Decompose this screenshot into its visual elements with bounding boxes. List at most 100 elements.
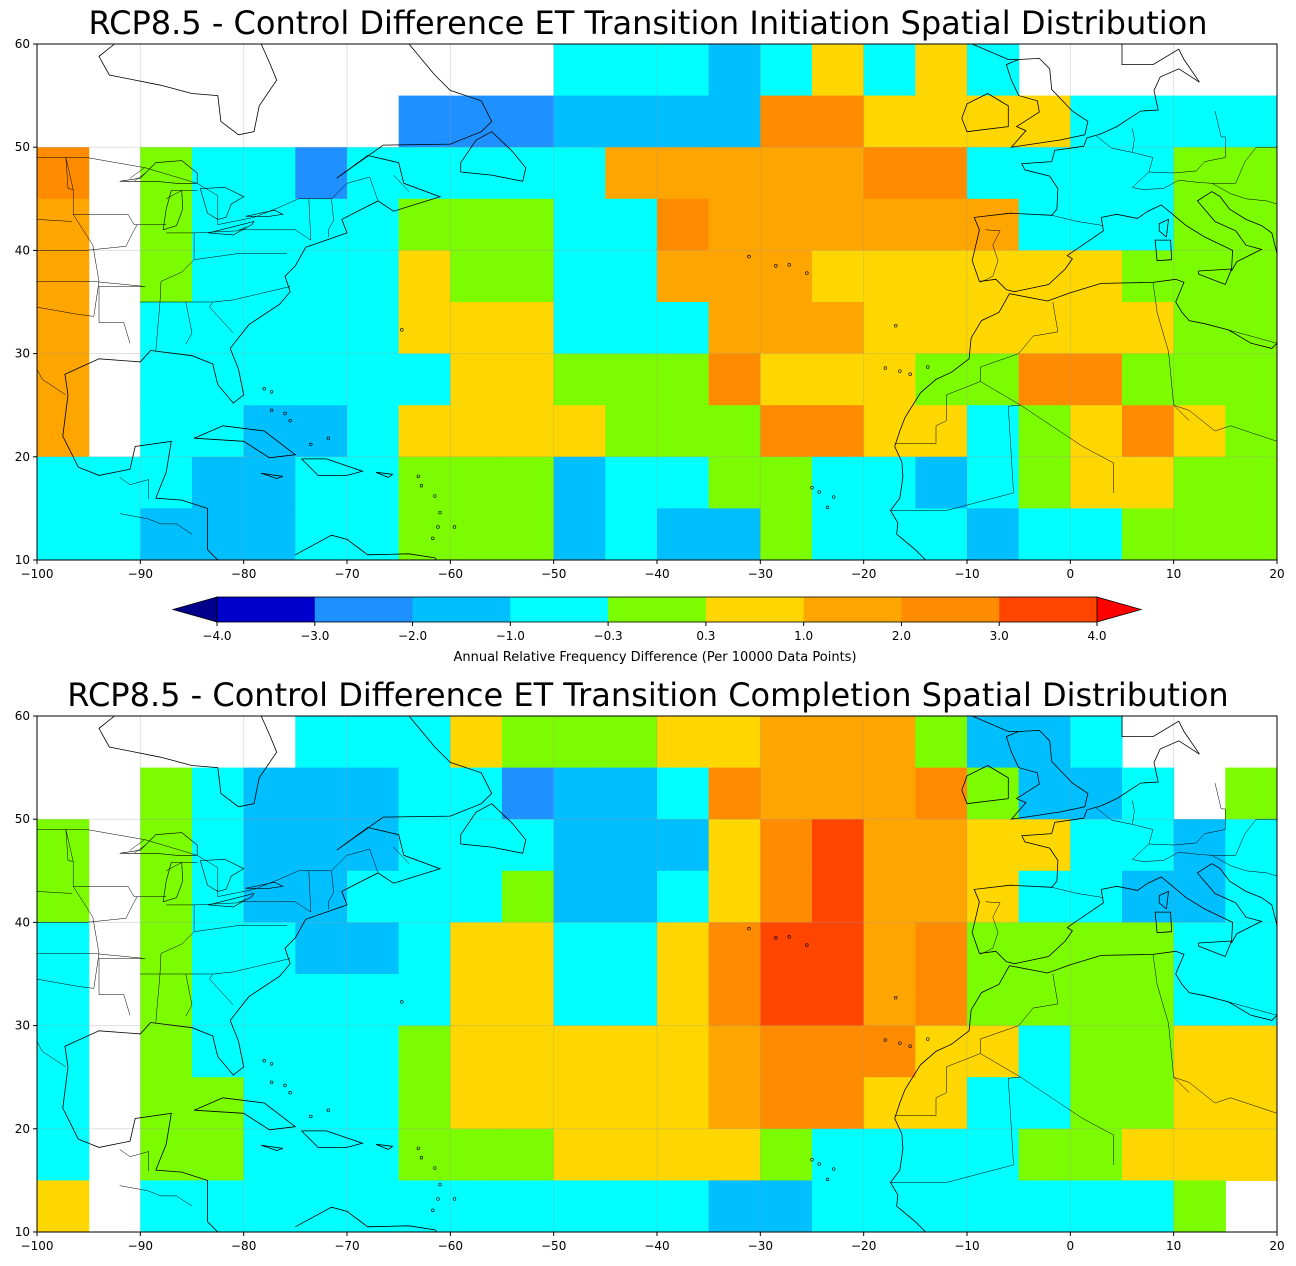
grid-cell (915, 1077, 968, 1130)
island (288, 1090, 292, 1095)
grid-cell (1173, 95, 1226, 148)
grid-cell (502, 767, 555, 820)
border-line (133, 844, 146, 854)
border-line (238, 198, 312, 241)
island (452, 525, 457, 529)
grid-cell (140, 250, 193, 303)
grid-cell (502, 508, 555, 560)
island (436, 525, 440, 529)
grid-cell (1070, 1077, 1123, 1130)
grid-cell (1122, 353, 1175, 406)
grid-cell (605, 767, 658, 820)
grid-cell (347, 716, 400, 769)
grid-cell (89, 612, 141, 664)
grid-cell (192, 405, 245, 458)
grid-cell (1173, 819, 1226, 872)
grid-cell (708, 250, 761, 303)
grid-cell (605, 716, 658, 769)
grid-cell (295, 1180, 348, 1232)
grid-cell (398, 716, 451, 769)
grid-cell (760, 767, 813, 820)
grid-cell (450, 1025, 503, 1078)
grid-cell (1122, 819, 1175, 872)
border-line (1173, 404, 1277, 442)
grid-cell (192, 353, 245, 406)
grid-cell (708, 870, 761, 923)
border-line (98, 958, 144, 1016)
border-line (73, 886, 167, 897)
grid-cell (812, 922, 865, 975)
grid-cell (295, 819, 348, 872)
y-tick-label: 20 (15, 450, 30, 464)
grid-cell (1174, 663, 1226, 715)
grid-cell (812, 767, 865, 820)
grid-cell (1173, 508, 1226, 560)
grid-cell (553, 870, 606, 923)
lake-outline (208, 893, 255, 908)
grid-cell (192, 1077, 245, 1130)
grid-cell (708, 95, 761, 148)
grid-cell (295, 250, 348, 303)
island (433, 494, 437, 498)
grid-cell (295, 508, 348, 560)
grid-cell (1070, 819, 1123, 872)
grid-cell (915, 767, 968, 820)
grid-cell (450, 95, 503, 148)
grid-cell (243, 819, 296, 872)
grid-cell (605, 302, 658, 355)
border-line (1152, 954, 1190, 1093)
colorbar-bin (217, 597, 316, 622)
colorbar-label: Annual Relative Frequency Difference (Pe… (453, 650, 857, 665)
grid-cell (502, 819, 555, 872)
grid-cell (915, 508, 968, 560)
grid-cell (347, 456, 400, 509)
grid-cell (1122, 1077, 1175, 1130)
grid-cell (657, 198, 710, 251)
border-line (65, 829, 100, 989)
island (774, 936, 778, 940)
grid-cell (450, 1128, 503, 1181)
coastline (375, 471, 394, 478)
grid-cell (1018, 870, 1071, 923)
grid-cell (1277, 819, 1296, 871)
grid-cell (398, 456, 451, 509)
y-tick-label: 10 (15, 553, 30, 567)
border-line (1020, 404, 1114, 493)
grid-cell (967, 1180, 1020, 1232)
grid-cell (347, 198, 400, 251)
coastline (1154, 911, 1173, 934)
coastline (1154, 239, 1173, 262)
border-line (119, 1149, 149, 1157)
island (810, 1158, 814, 1162)
border-line (37, 219, 73, 222)
island (416, 474, 420, 479)
grid-cell (1070, 663, 1122, 715)
grid-cell (1122, 198, 1175, 251)
grid-cell (553, 1077, 606, 1130)
x-tick-label: −100 (21, 1239, 54, 1253)
grid-cell (140, 198, 193, 251)
coastline (890, 293, 1010, 560)
grid-cell (140, 302, 193, 355)
lake-outline (200, 859, 245, 892)
y-tick-label: 50 (15, 812, 30, 826)
x-tick-label: −90 (128, 567, 153, 581)
island (805, 943, 809, 947)
coastline (295, 534, 438, 560)
island (926, 1037, 930, 1041)
grid-cell (967, 974, 1020, 1027)
grid-cell (502, 716, 555, 769)
grid-cell (708, 353, 761, 406)
island (817, 490, 821, 494)
grid-cell (812, 974, 865, 1027)
grid-cell (605, 95, 658, 148)
border-line (328, 870, 334, 909)
grid-cell (812, 95, 865, 148)
grid-cell (967, 819, 1020, 872)
border-line (37, 978, 94, 989)
colorbar-bin (705, 597, 805, 622)
border-line (393, 846, 410, 864)
grid-cell (1225, 974, 1277, 1027)
island (436, 1197, 440, 1201)
grid-cell (1225, 147, 1277, 200)
